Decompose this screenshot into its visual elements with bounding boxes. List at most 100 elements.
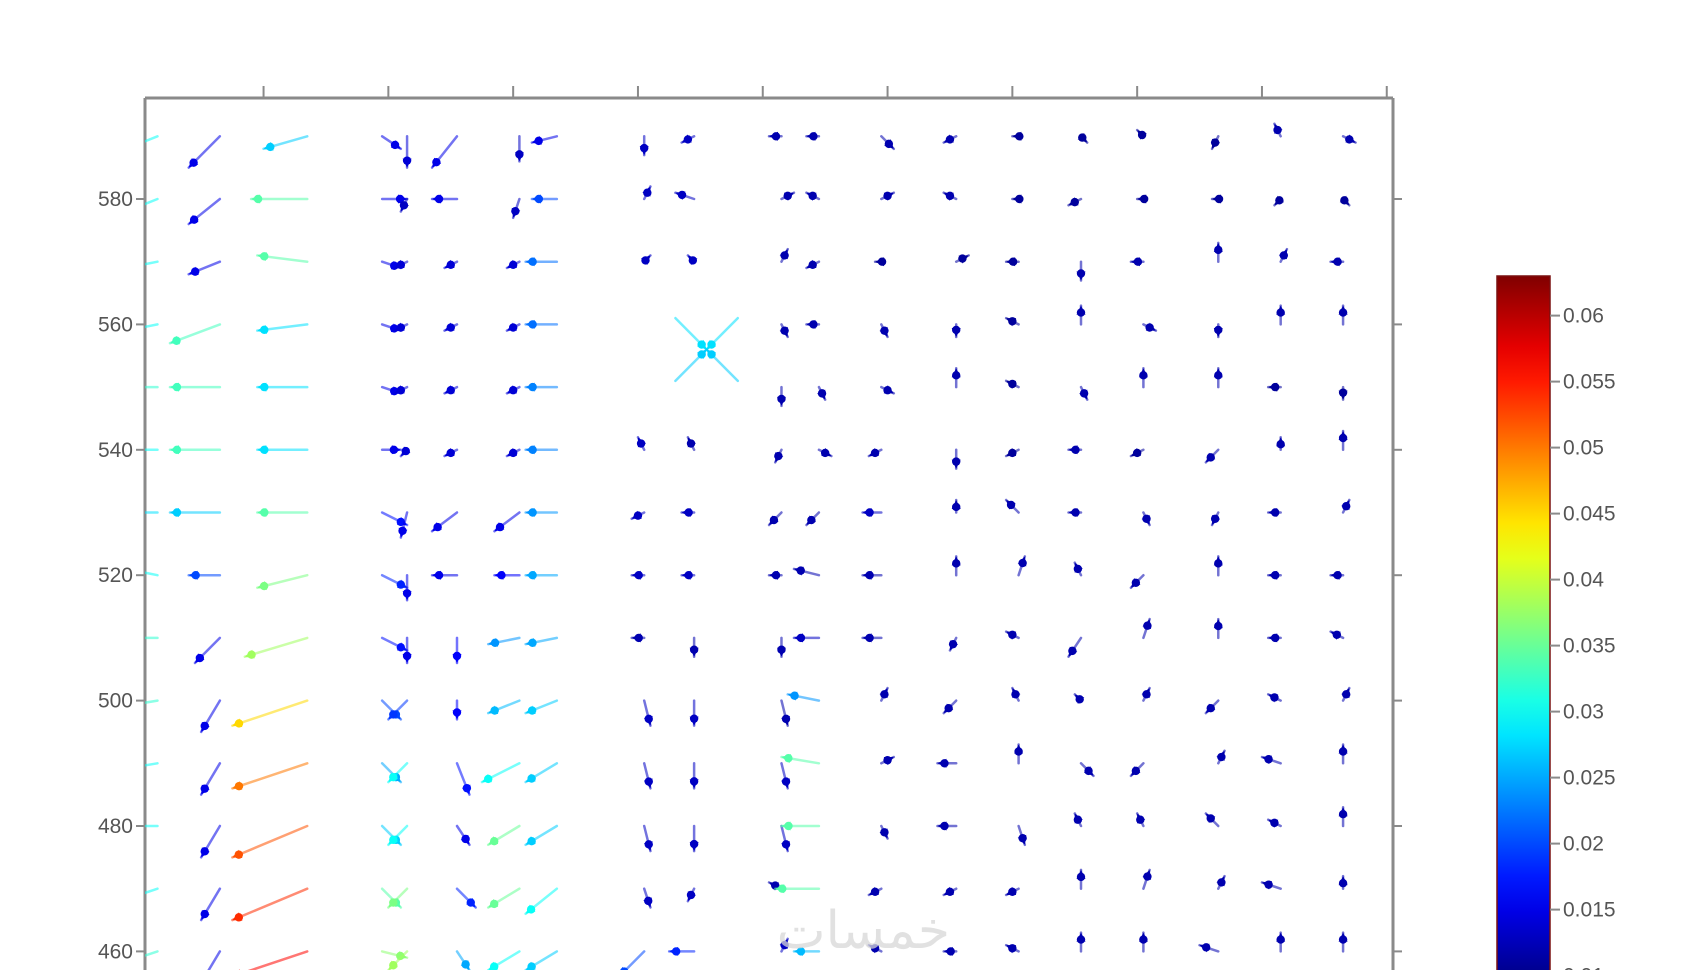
vector-arrow [398, 511, 409, 539]
vector-arrow [514, 135, 524, 163]
vector-head-dot [952, 371, 961, 380]
vector-arrow [493, 511, 521, 533]
vector-head-dot [1142, 690, 1151, 699]
vector-arrow [639, 135, 649, 157]
colorbar-tick-label: 0.015 [1563, 899, 1616, 922]
vector-arrow [776, 385, 786, 408]
vector-head-dot [234, 781, 244, 791]
vector-head-dot [952, 325, 961, 335]
vector-arrow [630, 570, 646, 580]
vector-head [120, 633, 129, 642]
vector-head-dot [390, 140, 400, 150]
vector-head-dot [446, 260, 455, 270]
vector-head-dot [1131, 578, 1141, 587]
vector-arrow [256, 573, 309, 591]
vector-arrow [145, 385, 159, 389]
vector-head-dot [940, 759, 949, 768]
vector-arrow [168, 445, 222, 455]
vector-head-dot [1076, 308, 1086, 317]
vector-head-dot [1139, 935, 1148, 944]
vector-head-dot [1008, 257, 1018, 266]
vector-head [120, 764, 130, 773]
vector-arrow [1341, 686, 1351, 702]
vector-arrow [1129, 448, 1145, 458]
vector-head-dot [865, 571, 874, 580]
vector-head-dot [1136, 815, 1145, 824]
vector-head-dot [389, 898, 398, 907]
vector-head-dot [796, 633, 806, 643]
vector-arrow [779, 247, 789, 263]
vector-head-dot [396, 643, 406, 652]
vector-head-dot [396, 517, 406, 527]
vector-shaft [145, 323, 159, 329]
vector-shaft [145, 135, 159, 143]
vector-arrow [642, 762, 653, 790]
vector-head-dot [527, 836, 536, 846]
vector-head-dot [495, 522, 505, 532]
vector-head-dot [1214, 621, 1223, 631]
vector-arrow [1135, 194, 1149, 204]
vector-arrow [880, 191, 896, 201]
vector-head-dot [808, 191, 817, 201]
vector-arrow [1341, 498, 1351, 514]
vector-arrow [402, 135, 412, 169]
vector-head-dot [1338, 747, 1348, 756]
vector-head-dot [461, 960, 470, 969]
vector-head-dot [781, 840, 791, 849]
vector-arrow [486, 699, 521, 715]
vector-arrow [1338, 304, 1348, 326]
vector-head-dot [172, 445, 182, 454]
vector-head-dot [1271, 382, 1280, 392]
vector-head-dot [1338, 935, 1348, 944]
vector-head-dot [948, 639, 958, 649]
vector-shaft [231, 824, 309, 859]
vector-head-dot [433, 522, 442, 532]
vector-head-dot [1076, 935, 1086, 944]
vector-arrow [1266, 382, 1282, 392]
vector-arrow [1213, 617, 1223, 640]
vector-arrow [380, 194, 409, 204]
vector-arrow [145, 448, 159, 452]
vector-head-dot [123, 508, 131, 516]
vector-arrow [524, 699, 559, 715]
vector-head-dot [865, 633, 874, 643]
vector-arrow [199, 762, 222, 796]
vector-head-dot [1071, 445, 1080, 454]
vector-arrow [948, 636, 958, 652]
vector-head-dot [1217, 752, 1226, 762]
vector-shaft [145, 571, 159, 577]
vector-arrow [1266, 508, 1282, 517]
vector-arrow [630, 510, 646, 521]
vector-arrow [1210, 135, 1221, 151]
vector-arrow [207, 950, 222, 970]
vector-arrow [1079, 762, 1095, 778]
vector-head-dot [1276, 935, 1285, 944]
vector-arrow [1004, 316, 1020, 327]
vector-arrow [640, 254, 652, 265]
vector-arrow [524, 636, 559, 647]
vector-head-dot [1214, 371, 1223, 380]
vector-head-dot [528, 382, 537, 392]
colorbar-tick-label: 0.035 [1563, 635, 1616, 658]
vector-head-dot [260, 252, 269, 261]
vector-arrow [402, 573, 412, 602]
vector-head [120, 508, 129, 517]
vector-arrow [1141, 686, 1151, 702]
vector-head-dot [777, 645, 786, 654]
vector-arrow [1129, 762, 1145, 778]
vector-head-dot [689, 714, 699, 723]
vector-head-dot [396, 386, 406, 395]
vector-arrow [1011, 131, 1024, 141]
vector-head-dot [880, 326, 889, 335]
vector-head-dot [1342, 690, 1351, 699]
vector-arrow [779, 323, 789, 339]
vector-arrow [620, 950, 646, 970]
vector-head-dot [1206, 703, 1215, 713]
vector-head-dot [234, 850, 244, 859]
vector-head-dot [644, 714, 653, 724]
vector-head-dot [266, 142, 275, 152]
colorbar-tick-label: 0.06 [1563, 305, 1604, 328]
vector-shaft [145, 950, 159, 957]
vector-arrow [530, 135, 559, 146]
vector-head-dot [1139, 371, 1148, 380]
